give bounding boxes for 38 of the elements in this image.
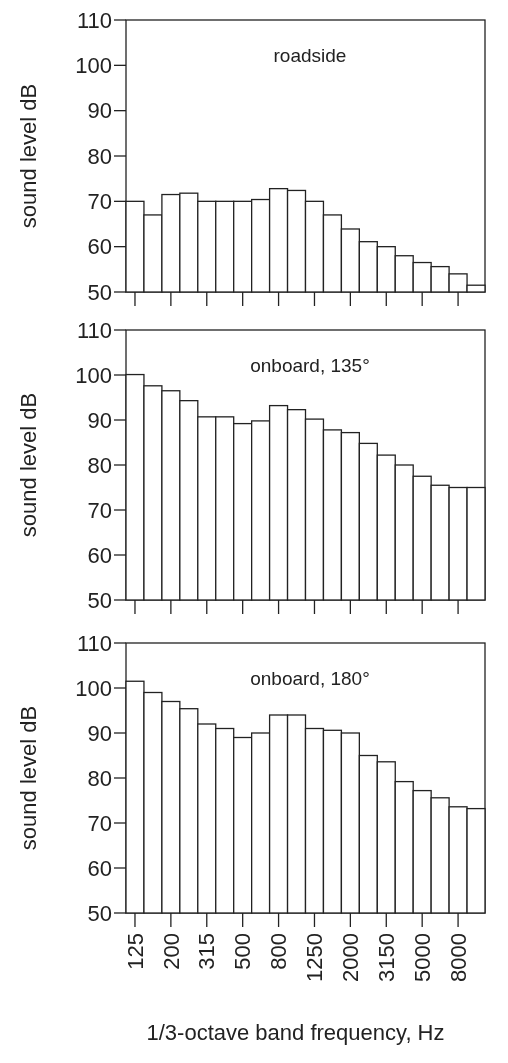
y-tick-label: 90 bbox=[87, 407, 112, 433]
x-tick-label: 1250 bbox=[302, 933, 328, 982]
y-tick-label: 50 bbox=[87, 587, 112, 613]
x-tick-label: 200 bbox=[158, 933, 184, 970]
y-tick-label: 80 bbox=[87, 765, 112, 791]
y-axis-title: sound level dB bbox=[16, 705, 41, 851]
y-tick-label: 110 bbox=[76, 317, 112, 343]
x-tick-label: 5000 bbox=[409, 933, 435, 982]
y-tick-label: 100 bbox=[75, 675, 112, 701]
y-tick-label: 70 bbox=[87, 189, 112, 215]
y-tick-label: 80 bbox=[87, 143, 112, 169]
y-tick-label: 50 bbox=[87, 279, 112, 305]
y-tick-label: 90 bbox=[87, 720, 112, 746]
x-tick-label: 8000 bbox=[445, 933, 471, 982]
y-tick-label: 70 bbox=[87, 810, 112, 836]
x-tick-label: 2000 bbox=[338, 933, 364, 982]
annotation: roadside bbox=[273, 45, 347, 66]
x-tick-label: 3150 bbox=[373, 933, 399, 982]
y-tick-label: 110 bbox=[76, 7, 112, 33]
y-axis-title: sound level dB bbox=[16, 83, 41, 229]
y-tick-label: 100 bbox=[75, 53, 112, 79]
y-tick-label: 60 bbox=[87, 542, 112, 568]
y-tick-label: 80 bbox=[87, 452, 112, 478]
annotation: onboard, 135° bbox=[250, 355, 370, 376]
y-tick-label: 50 bbox=[87, 900, 112, 926]
y-axis-title: sound level dB bbox=[16, 392, 41, 538]
x-tick-label: 800 bbox=[266, 933, 292, 970]
x-tick-label: 315 bbox=[194, 933, 220, 970]
annotation: onboard, 180° bbox=[250, 668, 370, 689]
y-tick-label: 100 bbox=[75, 362, 112, 388]
y-tick-label: 70 bbox=[87, 497, 112, 523]
y-tick-label: 60 bbox=[87, 234, 112, 260]
y-tick-label: 60 bbox=[87, 855, 112, 881]
y-tick-label: 90 bbox=[87, 98, 112, 124]
x-tick-label: 500 bbox=[230, 933, 256, 970]
y-tick-label: 110 bbox=[76, 630, 112, 656]
x-tick-label: 125 bbox=[122, 933, 148, 970]
x-axis-title: 1/3-octave band frequency, Hz bbox=[146, 1020, 445, 1045]
